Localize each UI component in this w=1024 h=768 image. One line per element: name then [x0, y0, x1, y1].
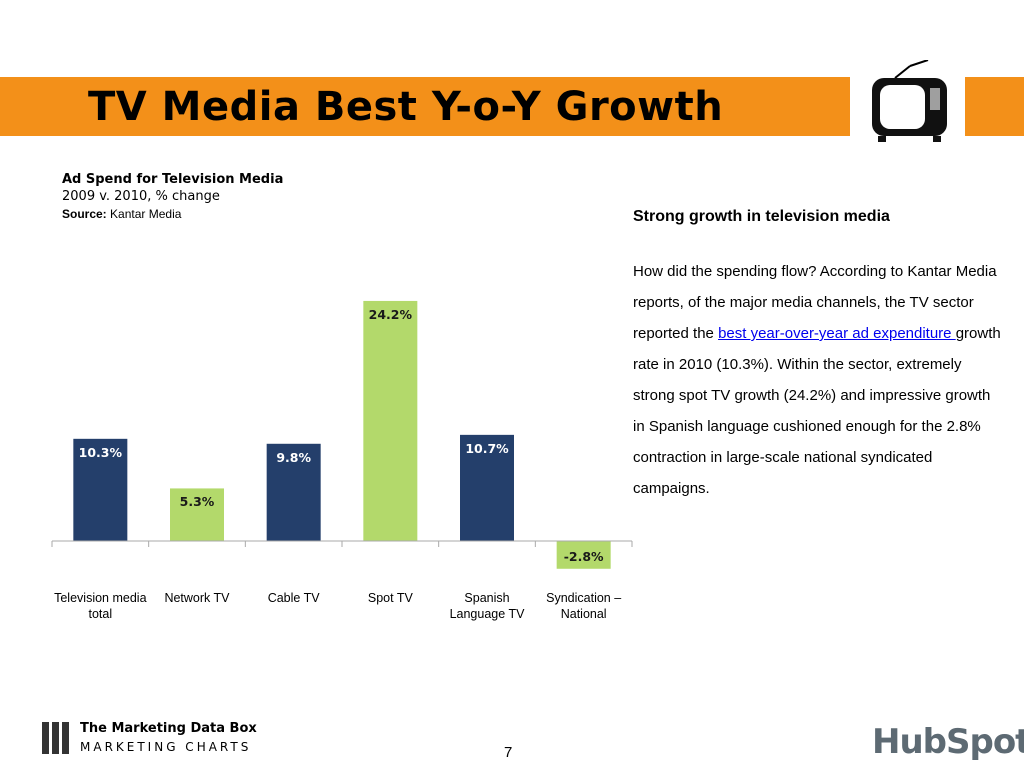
- data-label: 10.3%: [78, 444, 123, 460]
- brand: The Marketing Data Box: [80, 721, 257, 736]
- source: Kantar Media: [110, 207, 182, 221]
- text: growth rate in 2010 (10.3%). Within the …: [633, 325, 1001, 497]
- bar: [266, 443, 321, 541]
- data-label: 9.8%: [276, 449, 311, 465]
- bar: [170, 488, 224, 541]
- link[interactable]: best year-over-year ad expenditure: [718, 325, 956, 342]
- x-tick-label: Syndication – National: [546, 591, 622, 621]
- bar: [556, 541, 611, 569]
- source-label: Source:: [62, 207, 107, 221]
- logo: HubSpot: [872, 722, 1024, 762]
- bar: [363, 300, 418, 541]
- brand-sub: MARKETING CHARTS: [80, 740, 252, 754]
- slide-title: TV Media Best Y-o-Y Growth: [88, 84, 724, 130]
- chart-source: Source: Kantar Media: [62, 207, 181, 221]
- brand-icon: [42, 722, 69, 754]
- x-tick-label: Television media total: [54, 591, 147, 621]
- chart: [51, 300, 633, 569]
- chart-subtitle: 2009 v. 2010, % change: [62, 189, 220, 204]
- page-number: 7: [504, 744, 513, 761]
- data-label: 24.2%: [368, 306, 413, 322]
- bar: [460, 434, 514, 541]
- x-tick-label: Cable TV: [267, 591, 320, 605]
- x-tick-label: Spot TV: [367, 591, 413, 605]
- x-tick-label: Spanish Language TV: [449, 591, 525, 621]
- text: How did the spending flow? According to …: [633, 263, 997, 342]
- chart-title: Ad Spend for Television Media: [62, 172, 284, 187]
- tv-icon: [872, 59, 947, 142]
- text-heading: Strong growth in television media: [633, 208, 890, 225]
- paragraph: How did the spending flow? According to …: [633, 256, 1003, 504]
- icon-box: [850, 59, 965, 160]
- data-label: -2.8%: [563, 548, 604, 564]
- x-tick-label: Network TV: [164, 591, 230, 605]
- bar: [73, 438, 128, 541]
- data-label: 5.3%: [179, 494, 215, 510]
- data-label: 10.7%: [465, 440, 509, 456]
